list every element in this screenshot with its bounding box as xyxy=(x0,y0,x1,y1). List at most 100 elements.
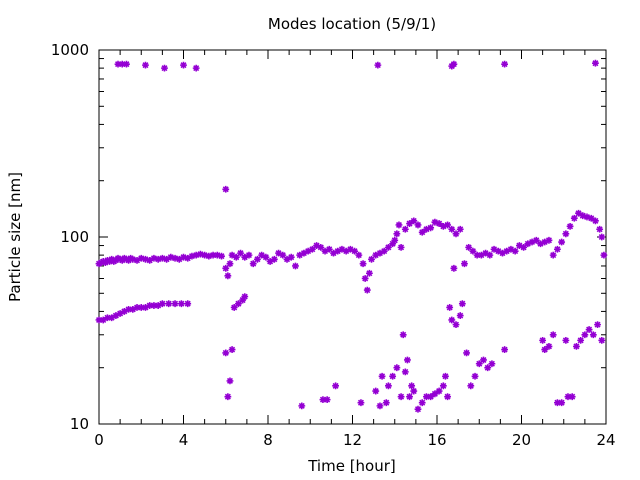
data-point xyxy=(410,387,418,395)
data-point xyxy=(458,300,466,308)
data-point xyxy=(171,254,179,262)
data-point xyxy=(442,372,449,380)
data-point xyxy=(239,296,247,304)
data-point xyxy=(414,405,422,413)
data-point xyxy=(378,372,386,380)
data-point xyxy=(137,304,145,311)
data-point xyxy=(541,238,549,246)
data-point xyxy=(444,393,451,401)
data-point xyxy=(503,247,511,255)
data-point xyxy=(287,253,295,261)
data-point xyxy=(511,247,519,255)
data-point xyxy=(175,255,183,263)
data-point xyxy=(596,225,604,233)
data-point xyxy=(116,310,124,317)
data-point xyxy=(431,390,439,398)
y-tick-label: 10 xyxy=(70,415,89,433)
data-point xyxy=(537,240,544,248)
x-tick-label: 24 xyxy=(596,431,615,449)
data-point xyxy=(154,255,162,263)
data-point xyxy=(482,249,489,257)
data-point xyxy=(283,255,291,263)
data-point xyxy=(154,302,162,309)
data-point xyxy=(118,60,126,68)
plot-frame xyxy=(98,49,607,425)
data-point xyxy=(573,343,580,350)
data-point xyxy=(406,220,413,227)
data-point xyxy=(446,304,454,311)
x-tick-label: 4 xyxy=(179,431,189,449)
data-point xyxy=(235,300,242,308)
axis-ticks xyxy=(98,49,607,425)
data-point xyxy=(361,275,369,282)
data-point xyxy=(376,402,384,410)
data-point xyxy=(558,399,566,407)
data-point xyxy=(95,316,103,324)
data-point xyxy=(389,240,397,248)
data-point xyxy=(262,253,270,261)
data-point xyxy=(541,346,549,353)
data-point xyxy=(355,251,363,259)
data-point xyxy=(461,260,468,268)
data-point xyxy=(554,245,561,253)
data-point xyxy=(499,249,506,257)
data-point xyxy=(465,243,473,251)
data-point xyxy=(142,304,149,311)
data-point xyxy=(439,382,447,390)
data-point xyxy=(520,243,528,251)
data-point xyxy=(133,256,141,264)
data-point xyxy=(167,253,175,261)
y-tick-label: 100 xyxy=(60,228,89,246)
data-point xyxy=(296,251,304,259)
data-point xyxy=(475,360,483,368)
data-point xyxy=(201,251,209,259)
data-point xyxy=(120,308,128,315)
data-point xyxy=(197,250,204,258)
data-point xyxy=(399,331,407,339)
data-point xyxy=(108,314,116,322)
data-point xyxy=(477,251,485,259)
data-point xyxy=(319,396,327,404)
data-point xyxy=(146,302,154,309)
data-point xyxy=(562,336,570,344)
data-point xyxy=(585,326,593,333)
data-point xyxy=(213,251,221,259)
data-point xyxy=(258,251,266,259)
data-point xyxy=(452,321,460,329)
data-point xyxy=(501,346,508,353)
data-point xyxy=(137,254,145,262)
data-point xyxy=(308,245,316,253)
data-point xyxy=(587,214,595,222)
data-point xyxy=(188,252,196,260)
data-point xyxy=(439,222,447,230)
data-point xyxy=(395,221,403,229)
data-point xyxy=(184,254,192,262)
x-tick-label: 12 xyxy=(343,431,362,449)
data-point xyxy=(427,224,435,232)
data-point xyxy=(372,251,380,259)
data-point xyxy=(161,64,168,72)
data-point xyxy=(192,251,200,259)
data-point xyxy=(488,360,496,368)
data-point xyxy=(401,368,409,376)
data-point xyxy=(226,260,234,268)
data-point xyxy=(592,59,599,67)
data-point xyxy=(123,60,130,68)
data-point xyxy=(397,243,405,251)
data-point xyxy=(334,247,342,255)
data-point xyxy=(237,249,244,257)
data-point xyxy=(177,300,185,308)
data-point xyxy=(528,238,536,246)
data-point xyxy=(359,260,367,268)
data-point xyxy=(150,254,158,262)
data-point xyxy=(401,225,409,233)
data-point xyxy=(380,247,388,255)
data-point xyxy=(338,245,346,253)
data-point xyxy=(450,264,458,272)
data-point xyxy=(368,255,375,263)
data-point xyxy=(104,314,111,322)
x-tick-label: 8 xyxy=(263,431,273,449)
y-tick-labels: 10 100 1000 xyxy=(51,41,89,433)
data-point xyxy=(435,220,443,227)
